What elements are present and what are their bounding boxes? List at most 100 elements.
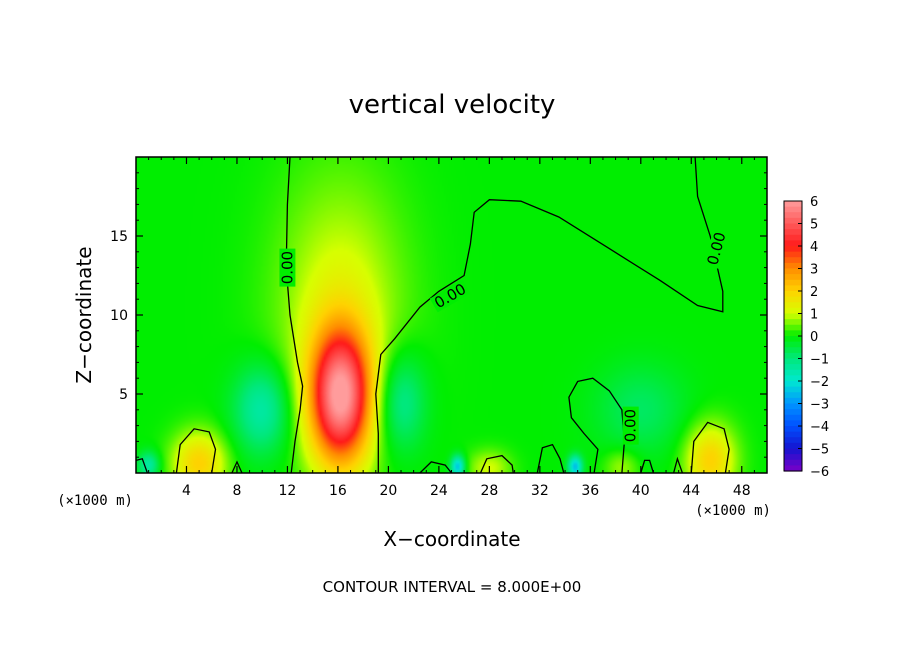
colorbar-segment [784,262,802,270]
colorbar-segment [784,364,802,371]
zero-contour-12 [136,458,149,473]
x-tick-label: 24 [430,483,448,499]
colorbar-segment [784,437,802,444]
zero-contour-7 [479,454,514,473]
y-tick-label: 5 [119,387,128,403]
x-tick-label: 12 [279,483,297,499]
x-tick-label: 16 [329,483,347,499]
x-tick-label: 4 [182,483,191,499]
colorbar-tick-label: −1 [810,353,829,368]
chart-title: vertical velocity [349,90,556,120]
colorbar-tick-label: −2 [810,375,829,390]
zero-contour-8 [536,443,565,473]
colorbar-segment [784,375,802,382]
colorbar-segment [784,442,802,450]
colorbar-tick-label: 3 [810,263,818,278]
contour-label-bg [622,406,639,445]
colorbar-tick-label: 0 [810,330,818,345]
colorbar-tick-label: 6 [810,195,818,210]
colorbar-segment [784,403,802,410]
x-tick-label: 36 [581,483,599,499]
x-tick-label: 8 [232,483,241,499]
x-unit-right: (×1000 m) [695,503,771,519]
colorbar-segment [784,319,802,326]
x-tick-label: 32 [531,483,549,499]
colorbar-segment [784,307,802,315]
x-tick-label: 44 [682,483,700,499]
colorbar-tick-label: −5 [810,443,829,458]
colorbar-segment [784,330,802,337]
x-tick-label: 48 [733,483,751,499]
contour-label-group: 0.00 [622,406,640,445]
colorbar-segment [784,285,802,292]
colorbar-segment [784,212,802,219]
colorbar-segment [784,409,802,416]
colorbar-segment [784,465,802,472]
colorbar-segment [784,217,802,225]
colorbar-tick-label: 5 [810,218,818,233]
contour-label: 0.00 [278,251,296,284]
zero-contour-1 [285,157,304,473]
x-tick-label: 40 [632,483,650,499]
x-unit-left: (×1000 m) [57,493,133,509]
colorbar-tick-label: 1 [810,308,818,323]
colorbar-segment [784,313,802,320]
colorbar-segment [784,229,802,236]
colorbar-segment [784,386,802,393]
contour-label: 0.00 [622,409,640,442]
y-axis-ticks: 5 10 15 [110,172,767,458]
colorbar-segment [784,296,802,303]
x-tick-label: 28 [480,483,498,499]
zero-contour-10 [640,459,655,473]
y-axis-label: Z−coordinate [72,246,96,383]
zero-contour-2 [375,157,724,473]
colorbar-segment [784,246,802,253]
colorbar-segment [784,201,802,208]
velocity-field [136,157,767,473]
colorbar-segment [784,426,802,433]
zero-contour-5 [690,421,730,473]
colorbar-tick-label: 2 [810,285,818,300]
colorbar-segment [784,420,802,427]
zero-contour-9 [231,460,243,473]
colorbar-segment [784,414,802,421]
colorbar-segment [784,279,802,286]
y-tick-label: 15 [110,229,128,245]
colorbar-segment [784,291,802,298]
zero-contour-11 [672,456,684,473]
colorbar-segment [784,454,802,461]
colorbar-segment [784,369,802,376]
x-tick-label: 20 [379,483,397,499]
y-tick-label: 10 [110,308,128,324]
colorbar-segment [784,336,802,343]
zero-contour-lines [136,157,730,473]
contour-interval-note: CONTOUR INTERVAL = 8.000E+00 [323,578,582,596]
colorbar-segment [784,234,802,241]
colorbar-segment [784,431,802,438]
zero-contour-6 [419,461,453,473]
velocity-field-image [136,157,767,473]
colorbar-segment [784,381,802,388]
colorbar-segment [784,341,802,348]
colorbar-segment [784,358,802,365]
zero-contour-4 [175,428,217,473]
colorbar-tick-label: −6 [810,465,829,480]
colorbar-segment [784,352,802,360]
colorbar-segment [784,223,802,230]
colorbar-segment [784,302,802,309]
colorbar-segment [784,392,802,399]
colorbar-tick-label: 4 [810,240,818,255]
colorbar: 6 5 4 3 2 1 0 −1 −2 −3 −4 −5 −6 [783,195,829,480]
colorbar-segment [784,347,802,354]
colorbar-segment [784,257,802,264]
colorbar-segment [784,397,802,405]
x-axis-ticks: 4 8 12 16 20 24 28 32 36 40 44 48 [148,157,755,499]
colorbar-segment [784,324,802,331]
contour-label-bg [429,279,471,313]
contour-label-bg [279,248,296,287]
colorbar-segment [784,251,802,258]
colorbar-segment [784,459,802,466]
x-axis-label: X−coordinate [383,527,520,551]
colorbar-segment [784,274,802,281]
